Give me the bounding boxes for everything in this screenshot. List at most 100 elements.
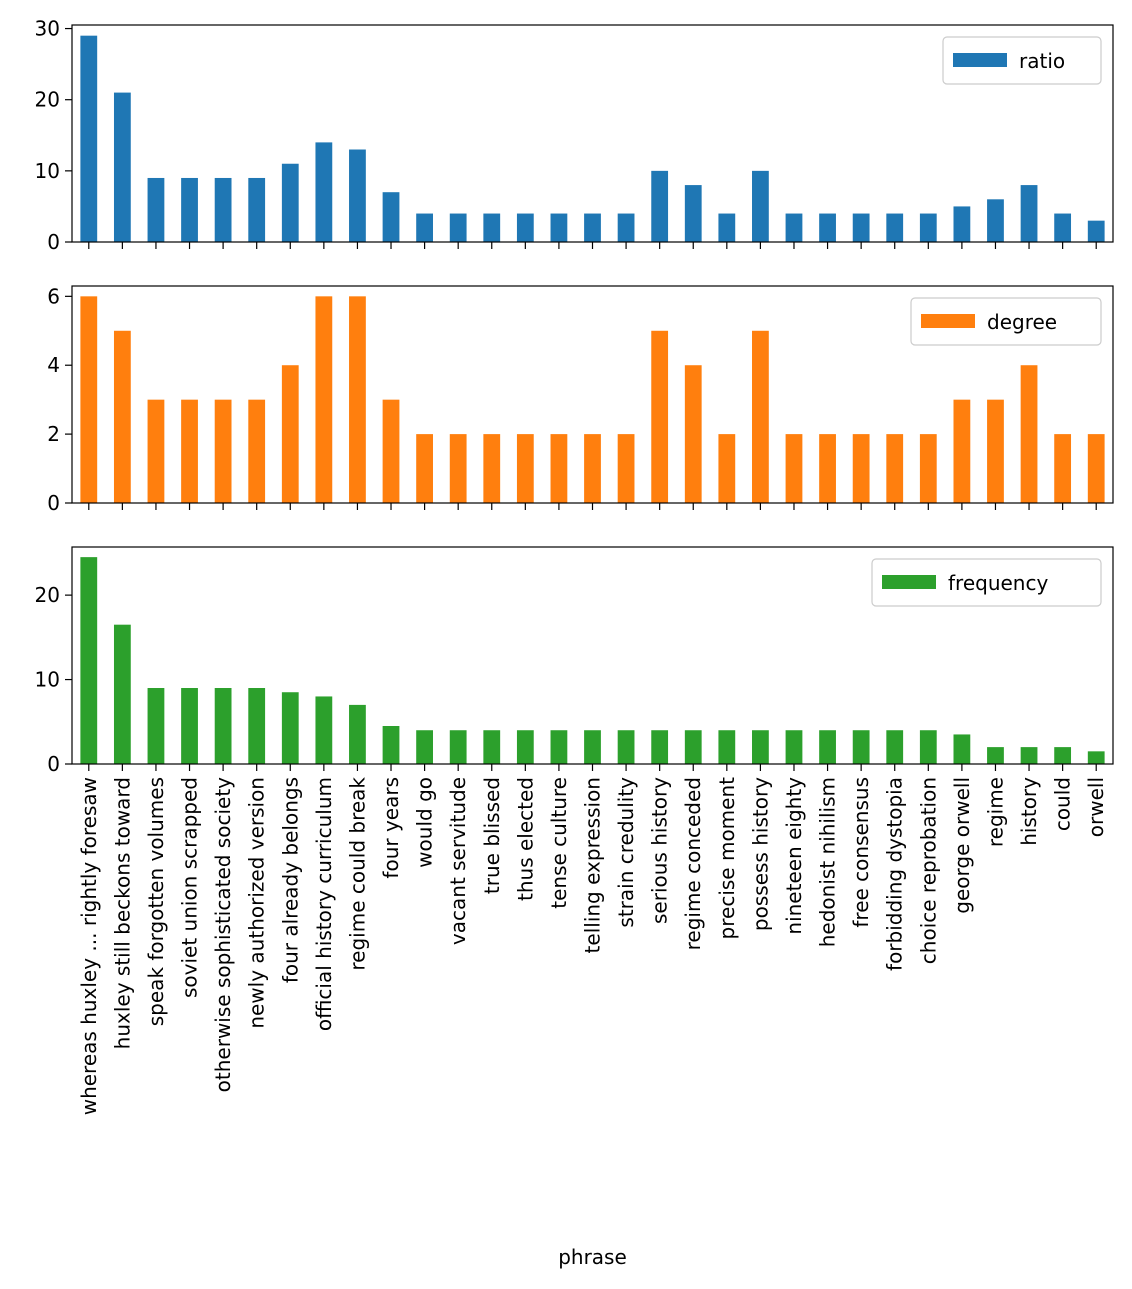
degree-bar-29	[1020, 365, 1038, 503]
ratio-bar-6	[248, 177, 266, 242]
category-label: tense culture	[547, 777, 571, 909]
category-label: true blissed	[480, 777, 504, 894]
degree-bar-22	[785, 434, 803, 503]
degree-bar-20	[718, 434, 736, 503]
degree-bar-7	[281, 365, 299, 503]
category-label: thus elected	[513, 777, 537, 901]
category-label: serious history	[648, 777, 672, 924]
ratio-bar-17	[617, 213, 635, 242]
frequency-bar-2	[113, 624, 131, 764]
frequency-bar-27	[953, 734, 971, 764]
frequency-bar-30	[1054, 747, 1072, 764]
degree-bar-5	[214, 399, 232, 503]
degree-ytick-label: 4	[47, 353, 60, 377]
degree-ytick-label: 0	[47, 491, 60, 515]
category-label: regime conceded	[681, 777, 705, 950]
frequency-bar-25	[886, 730, 904, 764]
degree-legend: degree	[910, 297, 1102, 346]
legend-swatch	[953, 53, 1007, 67]
legend-swatch	[882, 575, 936, 589]
ratio-bar-19	[684, 185, 702, 242]
frequency-bar-31	[1087, 751, 1105, 764]
category-label: would go	[413, 777, 437, 868]
ratio-bar-24	[852, 213, 870, 242]
ratio-bar-5	[214, 177, 232, 242]
frequency-bar-8	[315, 696, 333, 764]
degree-bar-18	[651, 330, 669, 503]
degree-bar-21	[752, 330, 769, 503]
ratio-legend: ratio	[942, 36, 1102, 85]
frequency-bar-24	[852, 730, 870, 764]
legend-label: degree	[987, 310, 1057, 334]
frequency-bar-7	[281, 692, 299, 764]
category-label: newly authorized version	[245, 777, 269, 1029]
legend-label: ratio	[1019, 49, 1065, 73]
legend-label: frequency	[948, 571, 1048, 595]
ratio-bar-23	[819, 213, 836, 242]
ratio-bar-11	[416, 213, 433, 242]
ratio-bar-30	[1054, 213, 1072, 242]
ratio-bar-16	[584, 213, 601, 242]
frequency-bar-14	[516, 730, 534, 764]
frequency-bar-16	[584, 730, 601, 764]
degree-bar-16	[584, 434, 601, 503]
category-label: strain credulity	[614, 777, 638, 928]
frequency-bar-4	[181, 688, 198, 764]
ratio-ytick-label: 20	[35, 88, 60, 112]
degree-bar-1	[80, 296, 98, 503]
ratio-bar-12	[449, 213, 467, 242]
frequency-bar-26	[919, 730, 937, 764]
degree-bar-15	[550, 434, 568, 503]
ratio-bar-9	[349, 149, 366, 242]
frequency-bar-11	[416, 730, 433, 764]
frequency-ytick-label: 0	[47, 752, 60, 776]
frequency-bar-17	[617, 730, 635, 764]
degree-bar-27	[953, 399, 971, 503]
category-label: orwell	[1084, 777, 1108, 837]
frequency-bar-28	[987, 747, 1004, 764]
frequency-bar-3	[147, 688, 165, 764]
degree-bar-24	[852, 434, 870, 503]
frequency-bar-29	[1020, 747, 1038, 764]
degree-bar-23	[819, 434, 836, 503]
degree-bar-28	[987, 399, 1004, 503]
degree-bar-3	[147, 399, 165, 503]
frequency-ytick-label: 20	[35, 583, 60, 607]
ratio-bar-8	[315, 142, 333, 242]
category-label: could	[1051, 777, 1075, 831]
category-label: huxley still beckons toward	[110, 777, 134, 1049]
ratio-bar-1	[80, 35, 98, 242]
frequency-bar-13	[483, 730, 501, 764]
subplot-frequency: 0 10 20 frequency	[35, 546, 1114, 776]
category-label: four years	[379, 777, 403, 879]
frequency-bar-6	[248, 688, 266, 764]
ratio-bar-10	[382, 192, 400, 242]
frequency-bar-15	[550, 730, 568, 764]
category-label: vacant servitude	[446, 777, 470, 945]
degree-axes-frame	[71, 285, 1114, 504]
degree-ytick-label: 2	[47, 422, 60, 446]
ratio-bar-2	[113, 92, 131, 242]
category-label: possess history	[748, 777, 772, 931]
ratio-bar-4	[181, 177, 198, 242]
frequency-axes-frame	[71, 546, 1114, 765]
ratio-bar-29	[1020, 185, 1038, 242]
frequency-ytick-label: 10	[35, 668, 60, 692]
frequency-legend: frequency	[871, 558, 1102, 607]
ratio-bar-15	[550, 213, 568, 242]
degree-bar-17	[617, 434, 635, 503]
degree-bar-19	[684, 365, 702, 503]
degree-bar-13	[483, 434, 501, 503]
frequency-bar-9	[349, 704, 366, 764]
ratio-bar-21	[752, 170, 769, 242]
ratio-bar-25	[886, 213, 904, 242]
ratio-bar-18	[651, 170, 669, 242]
ratio-ytick-label: 0	[47, 230, 60, 254]
frequency-bar-21	[752, 730, 769, 764]
category-label: speak forgotten volumes	[144, 777, 168, 1026]
degree-bar-8	[315, 296, 333, 503]
subplot-ratio: 0 10 20 30 ratio	[35, 17, 1114, 254]
frequency-bar-5	[214, 688, 232, 764]
ratio-bar-3	[147, 177, 165, 242]
ratio-bar-26	[919, 213, 937, 242]
